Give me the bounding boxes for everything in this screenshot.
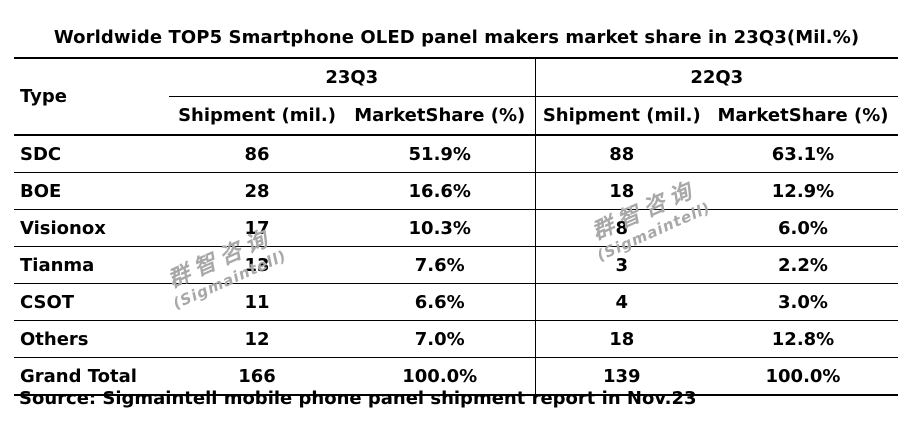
shipment-header-22q3: Shipment (mil.) (534, 96, 708, 136)
table-title: Worldwide TOP5 Smartphone OLED panel mak… (53, 27, 860, 48)
share-22q3: 63.1% (708, 135, 898, 173)
share-22q3: 6.0% (708, 209, 898, 247)
shipment-23q3: 86 (169, 135, 345, 173)
total-share-22q3: 100.0% (708, 357, 898, 396)
period-header-23q3: 23Q3 (169, 57, 535, 97)
share-23q3: 10.3% (345, 209, 535, 247)
row-type: Tianma (14, 246, 169, 284)
share-23q3: 7.0% (345, 320, 535, 358)
table-row: Others 12 7.0% 18 12.8% (14, 320, 898, 358)
table-row: CSOT 11 6.6% 4 3.0% (14, 283, 898, 321)
shipment-22q3: 18 (534, 172, 708, 210)
source-note: Source: Sigmaintell mobile phone panel s… (19, 388, 697, 409)
row-type: Others (14, 320, 169, 358)
shipment-23q3: 11 (169, 283, 345, 321)
table-row: Tianma 13 7.6% 3 2.2% (14, 246, 898, 284)
share-22q3: 3.0% (708, 283, 898, 321)
type-header: Type (14, 57, 169, 136)
shipment-22q3: 4 (534, 283, 708, 321)
row-type: CSOT (14, 283, 169, 321)
row-type: SDC (14, 135, 169, 173)
shipment-23q3: 28 (169, 172, 345, 210)
table-row: BOE 28 16.6% 18 12.9% (14, 172, 898, 210)
share-23q3: 6.6% (345, 283, 535, 321)
shipment-22q3: 18 (534, 320, 708, 358)
share-header-22q3: MarketShare (%) (708, 96, 898, 136)
share-23q3: 7.6% (345, 246, 535, 284)
row-type: Visionox (14, 209, 169, 247)
row-type: BOE (14, 172, 169, 210)
share-22q3: 12.8% (708, 320, 898, 358)
share-22q3: 2.2% (708, 246, 898, 284)
shipment-header-23q3: Shipment (mil.) (169, 96, 345, 136)
total-row: Grand Total 166 100.0% 139 100.0% (14, 357, 898, 396)
market-share-table: Type 23Q3 22Q3 Shipment (mil.) MarketSha… (14, 57, 898, 396)
table-row: Visionox 17 10.3% 8 6.0% (14, 209, 898, 247)
period-header-22q3: 22Q3 (534, 57, 898, 97)
shipment-23q3: 12 (169, 320, 345, 358)
total-share-23q3: 100.0% (345, 357, 535, 396)
shipment-23q3: 17 (169, 209, 345, 247)
shipment-22q3: 88 (534, 135, 708, 173)
total-shipment-23q3: 166 (169, 357, 345, 396)
shipment-23q3: 13 (169, 246, 345, 284)
shipment-22q3: 8 (534, 209, 708, 247)
total-shipment-22q3: 139 (534, 357, 708, 396)
total-label: Grand Total (14, 357, 169, 396)
share-22q3: 12.9% (708, 172, 898, 210)
share-header-23q3: MarketShare (%) (345, 96, 535, 136)
share-23q3: 51.9% (345, 135, 535, 173)
shipment-22q3: 3 (534, 246, 708, 284)
share-23q3: 16.6% (345, 172, 535, 210)
table-row: SDC 86 51.9% 88 63.1% (14, 135, 898, 173)
